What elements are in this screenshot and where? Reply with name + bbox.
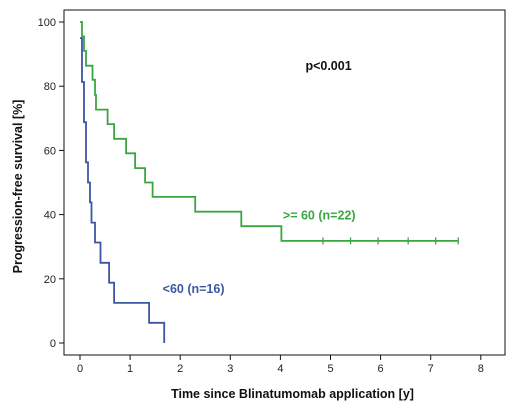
series-1-label: <60 (n=16): [163, 282, 225, 296]
y-axis-title: Progression-free survival [%]: [11, 100, 25, 274]
x-tick-label: 0: [77, 363, 83, 375]
plot-axes: Time since Blinatumomab application [y] P…: [11, 9, 506, 401]
x-tick-label: 4: [277, 363, 283, 375]
annotation-layer: p<0.001: [305, 59, 351, 73]
x-tick-label: 1: [127, 363, 133, 375]
series-1-line: [80, 37, 166, 343]
y-tick-label: 40: [44, 210, 56, 222]
y-tick-label: 0: [50, 338, 56, 350]
x-tick-label: 6: [378, 363, 384, 375]
x-tick-label: 3: [227, 363, 233, 375]
x-tick-label: 8: [478, 363, 484, 375]
y-tick-label: 60: [44, 145, 56, 157]
p-value-annotation: p<0.001: [305, 59, 351, 73]
series-0-label: >= 60 (n=22): [283, 208, 356, 222]
y-tick-label: 80: [44, 81, 56, 93]
x-tick-label: 7: [428, 363, 434, 375]
plot-frame: [63, 9, 506, 356]
x-tick-label: 5: [327, 363, 333, 375]
series-0-line: [80, 21, 459, 242]
x-axis-title: Time since Blinatumomab application [y]: [171, 387, 414, 401]
x-tick-label: 2: [177, 363, 183, 375]
y-tick-label: 100: [38, 17, 56, 29]
y-tick-label: 20: [44, 274, 56, 286]
series-layer: >= 60 (n=22) <60 (n=16): [80, 21, 459, 343]
